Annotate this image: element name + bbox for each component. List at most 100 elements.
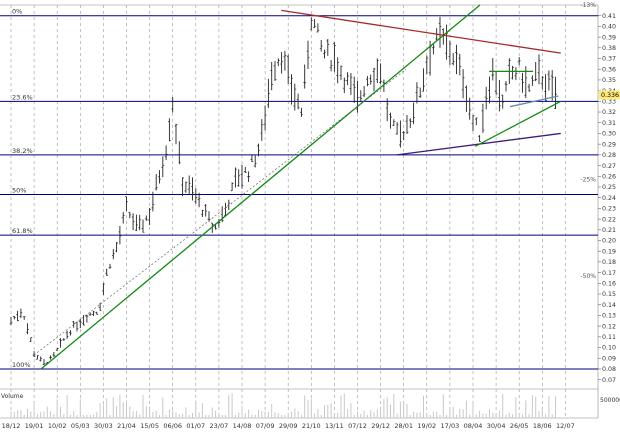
y-tick-label: 0.26 <box>602 173 616 180</box>
x-tick-label: 18/06 <box>533 422 552 430</box>
price-bar <box>491 58 495 81</box>
price-bar <box>405 115 409 135</box>
last-price-highlight <box>599 90 620 100</box>
price-bar <box>458 53 462 76</box>
y-tick-label: 0.16 <box>602 281 616 288</box>
trendline-recent-channel <box>509 95 559 108</box>
fib-level-label: 38.2% <box>12 147 33 155</box>
price-bar <box>72 320 76 328</box>
price-bar <box>408 118 412 129</box>
price-bar <box>234 167 237 188</box>
price-bar <box>471 114 475 131</box>
price-bar <box>316 23 320 33</box>
price-bar <box>531 75 534 86</box>
x-tick-label: 18/12 <box>2 422 21 430</box>
price-bar <box>339 65 343 80</box>
price-bar <box>494 70 498 95</box>
price-bar <box>267 78 270 108</box>
price-bar <box>115 241 118 253</box>
price-bar <box>465 85 468 112</box>
price-bar <box>224 202 227 216</box>
fib-level-label: 0% <box>12 8 22 16</box>
last-price-label: 0.336 <box>601 92 619 99</box>
price-bar <box>62 338 66 341</box>
price-bar <box>227 199 231 211</box>
fib-level-label: 23.6% <box>12 93 33 101</box>
x-tick-label: 29/09 <box>279 422 298 430</box>
price-bar <box>161 156 165 178</box>
price-bar <box>286 54 290 84</box>
y-tick-label: 0.20 <box>602 238 616 245</box>
price-bar <box>422 68 425 92</box>
y-tick-label: 0.33 <box>602 99 616 106</box>
fibonacci-levels: 0% 23.6% 38.2% 50% 61.8% 100% <box>0 8 598 370</box>
y-tick-label: 0.32 <box>602 109 616 116</box>
price-bars <box>9 16 557 366</box>
price-bar <box>154 174 158 191</box>
x-tick-label: 17/03 <box>441 422 460 430</box>
price-bar <box>102 283 105 295</box>
price-bar <box>333 42 336 72</box>
price-bar <box>349 72 353 95</box>
price-bar <box>369 74 373 85</box>
price-bar <box>16 310 19 322</box>
y-axis: 0.07 0.08 0.09 0.10 0.11 0.12 0.13 0.14 0.15 0.16… <box>598 13 620 384</box>
price-bar <box>445 24 448 60</box>
price-bar <box>276 58 280 67</box>
price-bar <box>125 196 128 212</box>
x-tick-label: 30/04 <box>487 422 506 430</box>
trendline-parallel-uptrend <box>33 68 407 356</box>
price-bar <box>362 86 366 98</box>
price-bar <box>319 39 323 52</box>
price-bar <box>481 103 485 133</box>
price-bar <box>352 76 356 103</box>
y-tick-label: 0.25 <box>602 184 616 191</box>
price-bar <box>240 164 244 189</box>
price-bar <box>138 214 142 231</box>
x-axis: 18/12 19/01 10/02 05/03 30/03 21/04 15/05 06/06… <box>2 422 575 430</box>
price-bar <box>280 52 283 74</box>
price-bar <box>415 82 419 104</box>
x-tick-label: 01/07 <box>186 422 205 430</box>
price-bar <box>412 102 415 125</box>
price-bar <box>356 80 359 113</box>
price-bar <box>346 72 349 86</box>
price-bar <box>177 141 181 165</box>
price-bar <box>144 215 148 221</box>
price-bar <box>544 74 547 101</box>
price-bar <box>184 181 188 193</box>
x-tick-label: 08/04 <box>464 422 483 430</box>
price-bar <box>187 175 191 195</box>
price-bar <box>204 204 208 217</box>
y-tick-label: 0.31 <box>602 120 616 127</box>
price-bar <box>293 83 297 111</box>
price-bar <box>392 119 396 127</box>
percent-marker: -13% <box>580 2 596 9</box>
x-tick-label: 21/10 <box>302 422 321 430</box>
price-bar <box>237 169 241 187</box>
x-tick-label: 06/06 <box>163 422 182 430</box>
price-bar <box>300 107 303 117</box>
price-bar <box>168 118 171 142</box>
price-bar <box>29 337 33 343</box>
price-bar <box>521 72 524 93</box>
price-bar <box>313 19 316 29</box>
price-bar <box>257 143 260 157</box>
y-tick-label: 0.39 <box>602 34 616 41</box>
price-bar <box>395 122 399 135</box>
price-bar <box>375 58 379 84</box>
price-bar <box>303 64 307 89</box>
price-bar <box>253 154 257 168</box>
price-bar <box>527 83 531 92</box>
y-tick-label: 0.11 <box>602 334 616 341</box>
volume-panel <box>10 393 556 418</box>
price-bar <box>451 53 455 66</box>
price-bar <box>42 359 46 366</box>
annotations: -13% -25% -50% Volume 500000 <box>1 2 620 404</box>
price-bar <box>517 57 521 66</box>
y-tick-label: 0.40 <box>602 24 616 31</box>
y-tick-label: 0.41 <box>602 13 616 20</box>
fib-level-label: 50% <box>12 186 26 194</box>
price-bar <box>329 60 333 72</box>
price-bar <box>418 87 422 98</box>
